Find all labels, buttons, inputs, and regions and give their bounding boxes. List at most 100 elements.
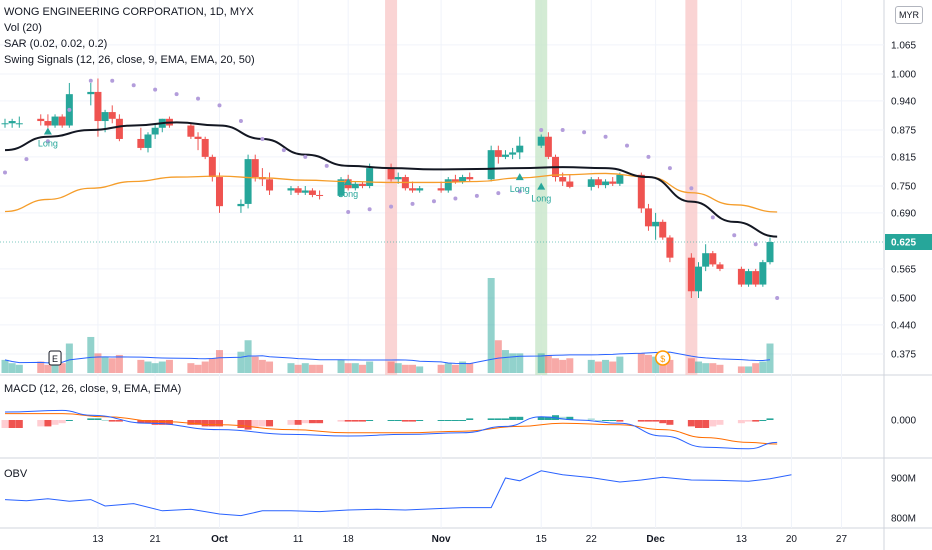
legend-title[interactable]: WONG ENGINEERING CORPORATION, 1D, MYX: [4, 6, 254, 18]
sar-dots: [3, 78, 780, 300]
candle-body: [266, 179, 274, 191]
candle-body: [301, 190, 309, 193]
volume-bar: [466, 363, 474, 373]
volume-bar: [194, 364, 202, 373]
volume-bar: [8, 363, 16, 373]
price-tick-label: 0.750: [891, 182, 916, 193]
volume-bar: [215, 350, 223, 373]
candle-body: [766, 242, 774, 263]
candle-body: [144, 134, 152, 148]
volume-bar: [702, 363, 710, 373]
sar-dot: [217, 103, 222, 108]
sar-dot: [389, 204, 394, 209]
candle-body: [659, 221, 667, 238]
candles[interactable]: [1, 78, 774, 298]
price-tick-label: 1.000: [891, 70, 916, 81]
macd-histogram-bar: [337, 420, 345, 422]
candle-body: [294, 188, 302, 193]
long-signal-label: Long: [38, 138, 58, 148]
ema-short-line: [4, 121, 778, 238]
volume-bar: [401, 364, 409, 373]
macd-histogram-bar: [501, 418, 509, 420]
sar-dot: [131, 83, 136, 88]
time-tick-label: 13: [736, 534, 748, 545]
macd-histogram-bar: [637, 420, 645, 422]
sar-dot: [689, 186, 694, 191]
sar-dot: [346, 209, 351, 214]
event-label: $: [660, 354, 665, 364]
macd-histogram-bar: [58, 420, 66, 424]
macd-histogram-bar: [251, 420, 259, 428]
sar-dot: [667, 166, 672, 171]
volume-bar: [108, 358, 116, 373]
long-signal-label: Long: [531, 194, 551, 204]
macd-histogram-bar: [194, 420, 202, 425]
sar-dot: [453, 196, 458, 201]
sar-dot: [67, 107, 72, 112]
macd-histogram-bar: [144, 420, 152, 424]
volume-bar: [687, 358, 695, 373]
volume-bars: [1, 278, 774, 373]
obv-tick-label: 800M: [891, 514, 916, 525]
macd-pane: [1, 409, 778, 450]
sar-dot: [474, 193, 479, 198]
volume-bar: [537, 353, 545, 373]
volume-bar: [459, 361, 467, 373]
macd-line: [4, 409, 778, 450]
candle-body: [337, 179, 345, 196]
sar-dot: [517, 189, 522, 194]
volume-bar: [695, 361, 703, 373]
candle-body: [566, 181, 574, 187]
time-tick-label: 15: [536, 534, 548, 545]
price-tick-label: 0.440: [891, 320, 916, 331]
macd-histogram-bar: [266, 420, 274, 427]
volume-bar: [65, 343, 73, 373]
volume-bar: [337, 359, 345, 373]
sar-dot: [732, 233, 737, 238]
sar-dot: [560, 128, 565, 132]
volume-bar: [409, 364, 417, 373]
volume-bar: [594, 361, 602, 373]
macd-histogram-bar: [416, 420, 424, 421]
volume-bar: [444, 363, 452, 373]
sar-dot: [281, 148, 286, 153]
long-signal-label: Long: [338, 189, 358, 199]
volume-bar: [37, 361, 45, 373]
macd-histogram-bar: [115, 420, 123, 422]
volume-bar: [344, 363, 352, 373]
candle-body: [101, 112, 109, 122]
candle-body: [444, 179, 452, 191]
legend-swing-signals[interactable]: Swing Signals (12, 26, close, 9, EMA, EM…: [4, 54, 255, 66]
long-signal-arrow: [344, 178, 353, 186]
time-tick-label: 22: [586, 534, 598, 545]
legend-sar[interactable]: SAR (0.02, 0.02, 0.2): [4, 38, 108, 50]
volume-bar: [394, 363, 402, 373]
obv-pane: [4, 470, 792, 517]
macd-histogram-bar: [366, 420, 374, 421]
legend-volume[interactable]: Vol (20): [4, 22, 42, 34]
candle-body: [616, 174, 624, 184]
macd-histogram-bar: [652, 420, 660, 422]
candle-body: [94, 91, 102, 122]
legend-macd[interactable]: MACD (12, 26, close, 9, EMA, EMA): [4, 383, 182, 395]
candle-body: [695, 266, 703, 292]
candle-body: [416, 188, 424, 191]
macd-histogram-bar: [358, 420, 366, 422]
volume-bar: [544, 354, 552, 373]
volume-bar: [258, 359, 266, 373]
macd-histogram-bar: [752, 420, 760, 422]
macd-signal-line: [4, 413, 778, 445]
macd-histogram-bar: [187, 420, 195, 425]
sar-dot: [174, 92, 179, 97]
legend-obv[interactable]: OBV: [4, 468, 28, 480]
volume-bar: [144, 361, 152, 373]
candle-body: [652, 221, 660, 227]
volume-bar: [266, 361, 274, 373]
currency-button[interactable]: MYR: [895, 6, 923, 24]
macd-histogram-bar: [294, 420, 302, 425]
candle-body: [151, 127, 159, 135]
volume-ma-line: [4, 351, 771, 365]
macd-histogram-bar: [766, 418, 774, 420]
